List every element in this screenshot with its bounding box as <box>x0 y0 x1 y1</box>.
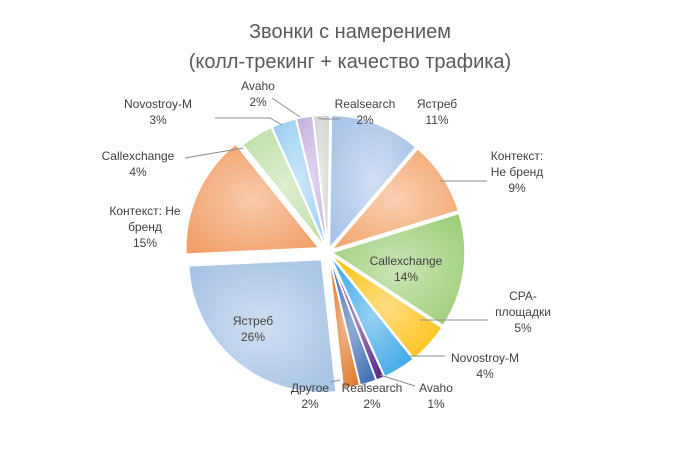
chart-title-line-1: Звонки с намерением <box>249 21 451 43</box>
leader-lines <box>184 97 488 387</box>
slice-name: Avaho <box>419 381 453 395</box>
slice-label: Контекст: Не бренд 9% <box>491 149 544 195</box>
slice-name: Realsearch <box>342 381 403 395</box>
slice-label: Callexchange 4% <box>102 149 175 179</box>
slice-percent: 11% <box>425 113 448 127</box>
slice-label: Realsearch 2% <box>342 381 403 411</box>
slice-percent: 9% <box>508 181 526 195</box>
pie-slice <box>330 254 444 360</box>
slice-label: Novostroy-M 4% <box>451 351 519 381</box>
slice-name: CPA- <box>509 289 537 303</box>
slice-name: Callexchange <box>370 254 443 268</box>
slice-percent: 2% <box>301 397 319 411</box>
leader-line <box>184 147 244 159</box>
slice-name: Ястреб <box>417 97 457 111</box>
pie-slice <box>187 258 337 394</box>
slice-label: Контекст: Не бренд 15% <box>109 204 181 250</box>
slice-label: Avaho 2% <box>241 79 275 109</box>
slice-label: CPA-площадки 5% <box>495 289 551 335</box>
slice-percent: 5% <box>514 321 532 335</box>
slice-name: Callexchange <box>102 149 175 163</box>
slice-percent: 14% <box>394 270 418 284</box>
slice-name: Novostroy-M <box>451 351 519 365</box>
slice-name: Realsearch <box>335 97 396 111</box>
slice-label: Novostroy-M 3% <box>124 97 192 127</box>
slice-percent: 15% <box>133 236 157 250</box>
pie-slice <box>295 115 329 249</box>
pie-slice <box>327 255 361 389</box>
slice-label: Ястреб 26% <box>233 314 273 344</box>
leader-line <box>271 97 301 118</box>
slice-percent: 3% <box>149 113 167 127</box>
slice-percent: 4% <box>476 367 494 381</box>
leader-line <box>329 379 341 383</box>
pie-slice <box>328 114 417 251</box>
slice-label: Callexchange 14% <box>370 254 443 284</box>
leader-line <box>379 374 416 387</box>
slice-label: Ястреб 11% <box>417 97 457 127</box>
leader-line <box>215 117 283 126</box>
slice-percent: 2% <box>356 113 374 127</box>
slice-name: бренд <box>128 220 162 234</box>
slice-percent: 26% <box>241 330 265 344</box>
leader-line <box>317 117 340 120</box>
slice-name: Не бренд <box>491 165 544 179</box>
slice-percent: 2% <box>249 95 267 109</box>
slice-label: Avaho 1% <box>419 381 453 411</box>
leader-line <box>359 381 366 387</box>
slice-name: Avaho <box>241 79 275 93</box>
chart-title-line-2: (колл-трекинг + качество трафика) <box>189 51 511 73</box>
slice-name: Novostroy-M <box>124 97 192 111</box>
pie-slice <box>241 126 327 250</box>
pie-slice <box>329 147 460 252</box>
slice-name: Другое <box>291 381 329 395</box>
slice-percent: 2% <box>363 397 381 411</box>
slice-labels: Realsearch 2% Ястреб 11% Контекст: Не бренд 9%… <box>102 79 551 411</box>
slice-label: Другое 2% <box>291 381 329 411</box>
slice-name: площадки <box>495 305 551 319</box>
slice-name: Контекст: <box>491 149 544 163</box>
slice-percent: 1% <box>427 397 445 411</box>
pie-slice <box>330 212 466 327</box>
slice-name: Контекст: Не <box>109 204 181 218</box>
slice-name: Ястреб <box>233 314 273 328</box>
slice-percent: 4% <box>129 165 147 179</box>
slice-label: Realsearch 2% <box>335 97 396 127</box>
